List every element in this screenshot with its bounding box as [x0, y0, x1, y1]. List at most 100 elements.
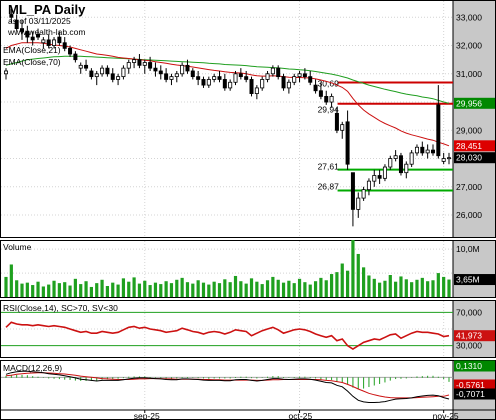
- volume-bar: [255, 281, 259, 297]
- level-label: 27,61: [318, 162, 340, 172]
- candle-body: [3, 70, 9, 75]
- candle-body: [292, 76, 297, 83]
- candle-body: [270, 67, 275, 75]
- candle-body: [420, 146, 425, 154]
- volume-bar: [265, 280, 270, 297]
- candle-body: [217, 76, 222, 80]
- axis-strip: [453, 0, 496, 238]
- candle-body: [260, 79, 265, 89]
- candle-body: [46, 39, 51, 46]
- volume-bar: [180, 277, 184, 297]
- candle-body: [68, 47, 73, 55]
- volume-last-badge-bg: [454, 274, 495, 286]
- rsi-tick-label-70: 70,000: [456, 307, 482, 317]
- candle-body: [265, 73, 270, 80]
- candle-body: [372, 175, 377, 182]
- volume-bar: [164, 281, 168, 297]
- volume-bar: [372, 278, 376, 297]
- volume-bar: [111, 282, 115, 297]
- candle-body: [222, 79, 227, 89]
- last-value-badge: 28,030: [456, 153, 482, 163]
- candle-body: [361, 189, 366, 199]
- candle-body: [158, 70, 163, 75]
- candle-body: [78, 64, 83, 69]
- candle-body: [30, 36, 35, 41]
- candle-body: [14, 19, 19, 29]
- candle-body: [238, 73, 243, 78]
- candle-body: [164, 73, 169, 80]
- volume-bar: [399, 276, 403, 297]
- volume-bar: [20, 283, 24, 297]
- volume-bar: [148, 285, 152, 297]
- last-value-badge: 28,451: [456, 141, 482, 151]
- price-tick-label: 27,000: [456, 182, 482, 192]
- candle-body: [196, 76, 201, 80]
- candle-body: [190, 70, 195, 78]
- volume-bar: [41, 286, 45, 297]
- date-tick-label: sep-25: [134, 411, 160, 420]
- candle-body: [393, 155, 398, 159]
- volume-bar: [63, 282, 67, 297]
- volume-bar: [426, 281, 430, 297]
- candle-body: [430, 149, 435, 154]
- volume-bar: [383, 280, 387, 297]
- volume-bar: [212, 281, 216, 297]
- volume-bar: [84, 281, 88, 297]
- volume-bar: [394, 281, 398, 297]
- volume-bar: [442, 276, 446, 297]
- volume-bar: [57, 283, 61, 297]
- volume-bar: [105, 286, 110, 297]
- candle-body: [36, 33, 41, 38]
- macd-pane: sep-25 oct-25 nov-25 0,1310 -0,5761 -0,7071 M…: [0, 360, 496, 420]
- volume-bar: [175, 279, 179, 297]
- candle-body: [414, 146, 419, 154]
- axis-strip: [453, 300, 496, 358]
- ema70-line: [5, 55, 450, 104]
- volume-bar: [324, 280, 328, 297]
- rsi-title: RSI(Close,14), SC>70, SV<30: [3, 303, 118, 313]
- rsi-line: [5, 321, 450, 350]
- volume-bar: [201, 282, 206, 297]
- ema21-line: [5, 42, 450, 147]
- macd-value-badge-bg: [454, 388, 495, 400]
- volume-bar: [249, 278, 254, 297]
- candle-body: [9, 14, 14, 18]
- volume-bar: [313, 281, 318, 297]
- volume-bar: [340, 263, 344, 297]
- volume-bar: [207, 284, 211, 297]
- candle-body: [137, 59, 142, 66]
- volume-title: Volume: [3, 242, 32, 252]
- candle-body: [366, 180, 371, 191]
- candle-body: [174, 73, 179, 78]
- volume-bar: [185, 282, 190, 297]
- candle-body: [345, 121, 350, 165]
- level-label: 29,94: [318, 105, 340, 115]
- candle-body: [244, 76, 249, 80]
- candle-body: [329, 96, 334, 103]
- pane-border: [0, 360, 496, 420]
- macd-chart: sep-25 oct-25 nov-25 0,1310 -0,5761-0,7071: [0, 360, 496, 420]
- volume-bar: [351, 240, 355, 297]
- volume-bar: [276, 279, 280, 297]
- candle-body: [100, 67, 105, 75]
- volume-bar: [52, 280, 56, 297]
- volume-chart: 10,0M 3,65M: [0, 240, 496, 298]
- volume-bar: [31, 285, 35, 297]
- candle-body: [356, 197, 361, 210]
- website-label: www.wealth-lab.com: [8, 27, 86, 37]
- volume-bar: [132, 277, 136, 297]
- candle-body: [142, 62, 147, 66]
- volume-bar: [308, 284, 312, 297]
- candle-body: [377, 175, 382, 179]
- volume-bar: [228, 282, 232, 297]
- volume-bar: [159, 284, 163, 297]
- last-value-badge-bg: [454, 97, 495, 109]
- volume-bar: [73, 278, 77, 297]
- volume-bar: [447, 279, 451, 297]
- price-tick-label: 29,000: [456, 125, 482, 135]
- volume-bar: [367, 275, 371, 297]
- candle-body: [62, 42, 67, 49]
- candle-body: [249, 79, 254, 94]
- candle-body: [41, 39, 46, 44]
- macd-title: MACD(12,26,9): [3, 363, 63, 373]
